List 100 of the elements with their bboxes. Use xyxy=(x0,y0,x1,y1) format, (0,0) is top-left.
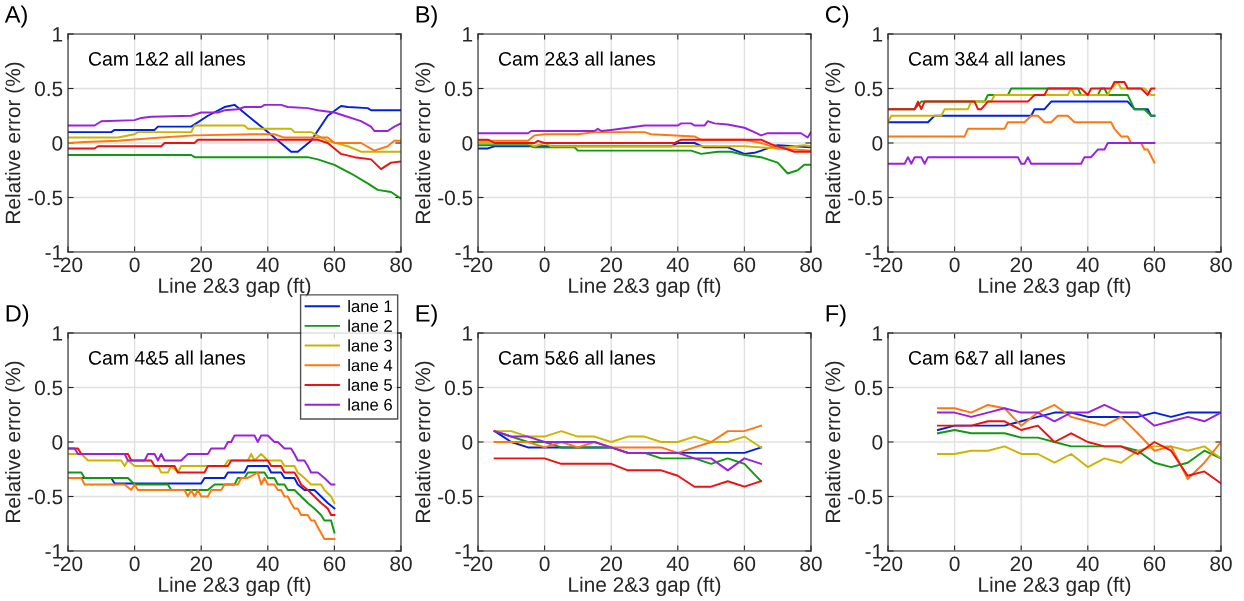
x-tick-label: 60 xyxy=(1143,556,1166,572)
line-series xyxy=(936,429,1221,469)
line-series xyxy=(888,142,1156,165)
line-series xyxy=(478,120,811,139)
line-series xyxy=(68,124,401,153)
legend-label: lane 3 xyxy=(348,339,392,352)
y-tick-label: 0.5 xyxy=(34,380,63,396)
chart-title: F) xyxy=(826,304,846,327)
y-axis-title: Relative error (%) xyxy=(5,62,25,223)
x-tick-label: 0 xyxy=(539,556,550,572)
x-tick-label: 40 xyxy=(256,257,279,273)
x-tick-label: 80 xyxy=(390,556,412,572)
line-series xyxy=(68,154,401,200)
legend-label: lane 6 xyxy=(348,398,392,411)
chart-title: B) xyxy=(416,5,437,28)
line-series xyxy=(68,453,336,505)
x-tick-label: 60 xyxy=(323,556,346,572)
x-tick-label: 40 xyxy=(1076,556,1099,572)
y-axis-title: Relative error (%) xyxy=(825,361,845,522)
x-tick-label: 20 xyxy=(600,556,622,572)
x-tick-label: 20 xyxy=(1010,257,1032,273)
line-series xyxy=(68,138,401,171)
y-tick-label: 0 xyxy=(462,435,473,450)
y-tick-label: -0.5 xyxy=(28,190,63,206)
y-tick-label: -0.5 xyxy=(438,190,473,206)
x-tick-label: 0 xyxy=(129,556,140,572)
x-axis-title: Line 2&3 gap (ft) xyxy=(569,576,721,597)
x-tick-label: 60 xyxy=(1143,257,1166,273)
line-series xyxy=(936,445,1221,469)
line-series xyxy=(936,403,1221,481)
line-series xyxy=(68,103,401,153)
text: Cam 3&4 all lanes xyxy=(908,51,1066,66)
y-tick-label: 0 xyxy=(52,136,63,151)
text: Cam 1&2 all lanes xyxy=(88,51,246,66)
x-axis-title: Line 2&3 gap (ft) xyxy=(569,277,721,298)
x-tick-label: 80 xyxy=(1210,556,1232,572)
line-series xyxy=(68,434,336,486)
text: Cam 5&6 all lanes xyxy=(498,350,656,365)
x-tick-label: 60 xyxy=(323,257,346,273)
legend-label: lane 1 xyxy=(348,299,392,313)
y-tick-label: -0.5 xyxy=(848,190,883,206)
x-tick-label: 60 xyxy=(733,556,756,572)
x-tick-label: 40 xyxy=(256,556,279,572)
y-tick-label: 0 xyxy=(872,136,883,151)
line-series xyxy=(493,430,763,472)
x-tick-label: 20 xyxy=(1010,556,1032,572)
chart-title: D) xyxy=(6,304,29,327)
y-axis-title: Relative error (%) xyxy=(415,361,435,522)
y-tick-label: -0.5 xyxy=(28,489,63,505)
y-tick-label: 1 xyxy=(53,27,63,42)
line-series xyxy=(493,457,763,488)
chart-title: E) xyxy=(416,304,437,327)
line-series xyxy=(493,430,763,449)
x-tick-label: 80 xyxy=(800,556,822,572)
x-tick-label: 20 xyxy=(190,556,212,572)
x-tick-label: 80 xyxy=(800,257,822,273)
x-tick-label: 0 xyxy=(949,257,960,273)
text: Cam 2&3 all lanes xyxy=(498,51,656,66)
x-tick-label: 40 xyxy=(666,257,689,273)
y-tick-label: 0.5 xyxy=(444,81,473,97)
x-tick-label: 80 xyxy=(1210,257,1232,273)
legend-label: lane 4 xyxy=(348,359,393,372)
y-tick-label: 0.5 xyxy=(444,380,473,396)
line-series xyxy=(493,424,763,454)
chart-title: A) xyxy=(4,5,27,28)
legend-label: lane 5 xyxy=(348,378,392,391)
y-tick-label: -0.5 xyxy=(438,489,473,505)
x-tick-label: 20 xyxy=(600,257,622,273)
y-tick-label: -0.5 xyxy=(848,489,883,505)
x-tick-label: 60 xyxy=(733,257,756,273)
line-series xyxy=(888,114,1156,164)
y-tick-label: 1 xyxy=(873,326,883,341)
x-tick-label: 0 xyxy=(949,556,960,572)
y-axis-title: Relative error (%) xyxy=(5,361,25,522)
x-tick-label: 0 xyxy=(129,257,140,273)
y-tick-label: 0.5 xyxy=(34,81,63,97)
legend-label: lane 2 xyxy=(348,319,392,332)
chart-title: C) xyxy=(825,5,849,28)
line-series xyxy=(936,411,1221,431)
x-tick-label: 80 xyxy=(390,257,412,273)
line-series xyxy=(478,144,811,175)
y-tick-label: 1 xyxy=(873,27,883,42)
line-series xyxy=(936,403,1221,427)
y-tick-label: 0.5 xyxy=(854,380,883,396)
y-tick-label: 1 xyxy=(53,326,63,341)
x-axis-title: Line 2&3 gap (ft) xyxy=(159,277,311,298)
line-series xyxy=(68,133,401,152)
x-tick-label: 40 xyxy=(1076,257,1099,273)
y-tick-label: 0 xyxy=(462,136,473,151)
y-tick-label: 1 xyxy=(463,326,473,341)
line-series xyxy=(936,420,1221,485)
x-tick-label: 40 xyxy=(666,556,689,572)
text: Cam 6&7 all lanes xyxy=(908,350,1066,365)
line-series xyxy=(68,103,401,132)
y-tick-label: 0 xyxy=(872,435,883,450)
x-tick-label: 0 xyxy=(539,257,550,273)
text: Cam 4&5 all lanes xyxy=(88,350,246,365)
line-series xyxy=(888,80,1156,124)
y-tick-label: 0.5 xyxy=(854,81,883,97)
y-tick-label: 1 xyxy=(463,27,473,42)
